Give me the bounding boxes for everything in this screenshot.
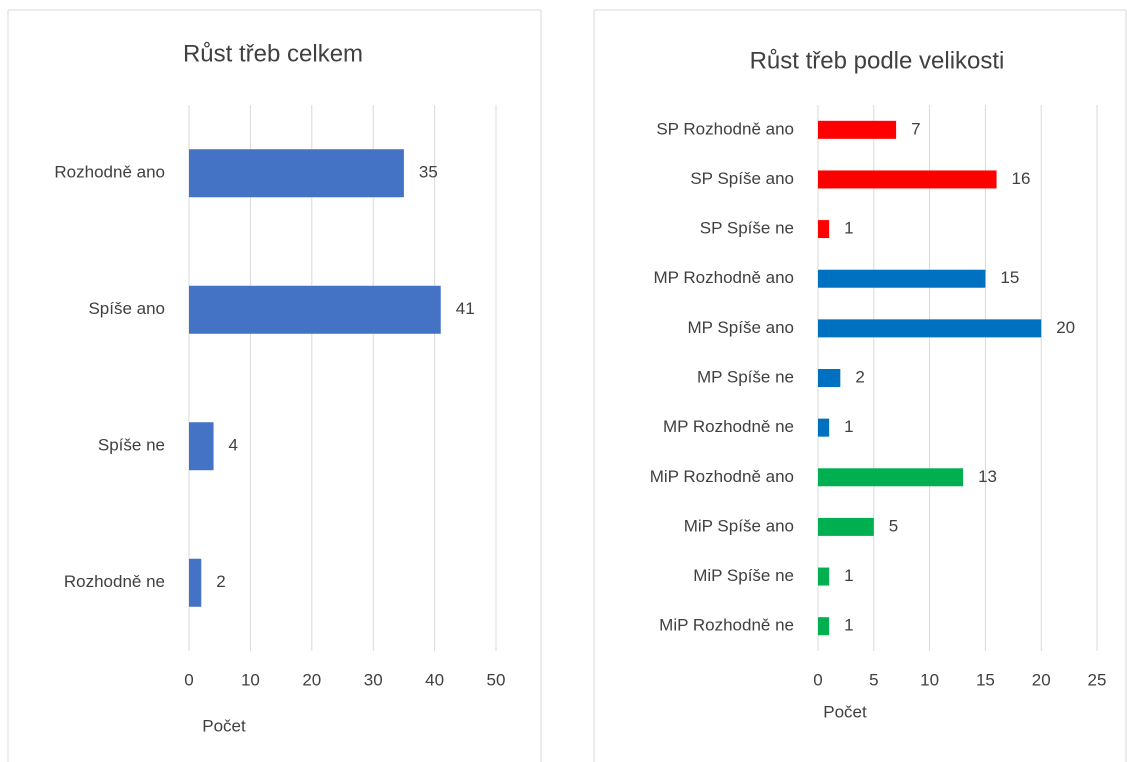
y-tick-label: SP Rozhodně ano [656, 119, 794, 138]
data-label: 1 [844, 219, 853, 238]
bar [189, 422, 214, 471]
data-label: 35 [419, 163, 438, 182]
data-label: 4 [229, 436, 238, 455]
panel-frame [7, 9, 1127, 762]
y-tick-label: MP Spíše ne [697, 367, 794, 386]
bar [818, 468, 964, 487]
x-tick-label: 0 [813, 670, 822, 689]
x-tick-label: 20 [302, 670, 321, 689]
data-label: 2 [216, 572, 225, 591]
data-label: 7 [911, 119, 920, 138]
x-tick-label: 15 [976, 670, 995, 689]
y-tick-label: Spíše ano [88, 299, 165, 318]
bar [818, 220, 830, 239]
data-label: 16 [1012, 169, 1031, 188]
chart-title: Růst třeb celkem [183, 40, 363, 67]
x-tick-label: 10 [241, 670, 260, 689]
bar [818, 369, 841, 387]
bar [818, 617, 830, 636]
bar [818, 418, 830, 437]
y-tick-label: MiP Rozhodně ne [659, 616, 794, 635]
x-tick-label: 30 [364, 670, 383, 689]
data-label: 15 [1000, 268, 1019, 287]
x-axis-label: Počet [202, 716, 246, 735]
x-tick-label: 40 [425, 670, 444, 689]
y-tick-label: MP Spíše ano [688, 318, 794, 337]
x-tick-label: 25 [1088, 670, 1107, 689]
y-tick-label: Rozhodně ano [54, 163, 165, 182]
data-label: 41 [456, 299, 475, 318]
data-label: 5 [889, 516, 898, 535]
y-tick-label: MP Rozhodně ano [653, 268, 794, 287]
y-tick-label: MiP Spíše ne [693, 566, 794, 585]
x-axis-label: Počet [823, 702, 867, 721]
y-tick-label: MP Rozhodně ne [663, 417, 794, 436]
bar [818, 567, 830, 586]
data-label: 2 [855, 367, 864, 386]
chart-title: Růst třeb podle velikosti [750, 47, 1005, 74]
bar [189, 149, 404, 198]
x-tick-label: 20 [1032, 670, 1051, 689]
data-label: 1 [844, 566, 853, 585]
x-tick-label: 50 [487, 670, 506, 689]
bar [818, 517, 874, 536]
x-tick-label: 5 [869, 670, 878, 689]
data-label: 1 [844, 616, 853, 635]
y-tick-label: Rozhodně ne [64, 572, 165, 591]
x-tick-label: 0 [184, 670, 193, 689]
data-label: 1 [844, 417, 853, 436]
bar [818, 120, 897, 139]
y-tick-label: MiP Rozhodně ano [650, 467, 794, 486]
bar [189, 285, 441, 334]
y-tick-label: MiP Spíše ano [684, 516, 794, 535]
y-tick-label: Spíše ne [98, 436, 165, 455]
y-tick-label: SP Spíše ne [700, 219, 794, 238]
bar [818, 269, 986, 288]
data-label: 13 [978, 467, 997, 486]
bar [189, 558, 202, 607]
bar [818, 319, 1042, 338]
x-tick-label: 10 [920, 670, 939, 689]
data-label: 20 [1056, 318, 1075, 337]
bar [818, 170, 997, 189]
y-tick-label: SP Spíše ano [690, 169, 794, 188]
